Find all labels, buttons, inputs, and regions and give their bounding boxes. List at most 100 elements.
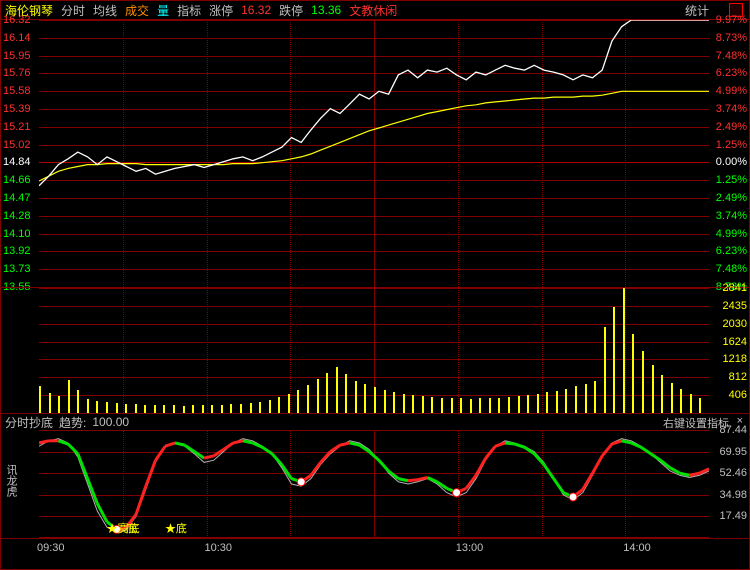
- volume-bar: [345, 374, 347, 413]
- indicator-panel: 分时抄底趋势:100.00右键设置指标×87.4469.9552.4634.98…: [1, 413, 749, 554]
- volume-bar: [412, 395, 414, 413]
- label-fenshi: 分时: [61, 2, 85, 19]
- volume-bar: [355, 381, 357, 413]
- price-line: [39, 20, 709, 186]
- price-y-left: 14.66: [3, 174, 31, 186]
- volume-bar: [699, 398, 701, 413]
- volume-bar: [594, 381, 596, 413]
- volume-bar: [403, 394, 405, 413]
- volume-bar: [556, 391, 558, 413]
- vol-y-right: 1218: [723, 353, 747, 365]
- price-y-left: 15.95: [3, 50, 31, 62]
- price-y-left: 15.21: [3, 121, 31, 133]
- indicator-title: 分时抄底: [5, 414, 53, 431]
- price-y-left: 13.73: [3, 263, 31, 275]
- x-axis: 09:3010:3013:0014:00: [1, 538, 749, 555]
- volume-bar: [317, 379, 319, 413]
- volume-bar: [441, 398, 443, 413]
- price-y-left: 15.76: [3, 67, 31, 79]
- volume-bar: [565, 389, 567, 413]
- volume-bar: [460, 398, 462, 413]
- volume-bar: [326, 373, 328, 413]
- volume-bar: [221, 405, 223, 413]
- ind-y-right: 52.46: [719, 467, 747, 479]
- sector-label: 文教休闲: [349, 2, 397, 19]
- volume-bar: [632, 334, 634, 413]
- volume-bar: [527, 395, 529, 413]
- stats-label[interactable]: 统计: [685, 2, 709, 19]
- price-y-right: 7.48%: [716, 263, 747, 275]
- vol-y-right: 1624: [723, 336, 747, 348]
- volume-bar: [671, 383, 673, 413]
- volume-bar: [39, 386, 41, 413]
- indicator-body: 87.4469.9552.4634.9817.49讯龙虎★寞底底★底: [1, 430, 749, 538]
- volume-bar: [393, 392, 395, 413]
- volume-bar: [652, 365, 654, 413]
- volume-bar: [661, 375, 663, 413]
- volume-bar: [240, 404, 242, 413]
- volume-bar: [537, 394, 539, 413]
- volume-bar: [163, 405, 165, 413]
- volume-bar: [183, 406, 185, 413]
- x-tick-label: 09:30: [37, 542, 65, 554]
- volume-bar: [364, 384, 366, 413]
- price-y-right: 2.49%: [716, 192, 747, 204]
- price-y-left: 14.47: [3, 192, 31, 204]
- volume-bar: [297, 390, 299, 413]
- volume-bar: [49, 393, 51, 413]
- price-panel: 16.329.97%16.148.73%15.957.48%15.766.23%…: [1, 19, 749, 287]
- price-y-left: 16.14: [3, 32, 31, 44]
- volume-bar: [518, 396, 520, 413]
- volume-bar: [68, 380, 70, 413]
- volume-bar: [269, 400, 271, 413]
- x-tick-label: 13:00: [456, 542, 484, 554]
- volume-bar: [106, 402, 108, 413]
- vol-y-right: 2030: [723, 318, 747, 330]
- ind-y-right: 87.44: [719, 424, 747, 436]
- label-dieting: 跌停: [279, 2, 303, 19]
- volume-bar: [116, 403, 118, 413]
- price-y-right: 6.23%: [716, 245, 747, 257]
- volume-bar: [422, 396, 424, 413]
- price-y-right: 1.25%: [716, 174, 747, 186]
- price-y-right: 4.99%: [716, 228, 747, 240]
- volume-bar: [211, 405, 213, 413]
- volume-bar: [384, 390, 386, 413]
- volume-bar: [87, 399, 89, 413]
- indicator-gray-line: [39, 439, 709, 533]
- label-liang: 量: [157, 2, 169, 19]
- volume-bar: [508, 397, 510, 413]
- star-marker: 底: [126, 520, 137, 536]
- indicator-header: 分时抄底趋势:100.00右键设置指标×: [1, 414, 749, 430]
- volume-bar: [489, 398, 491, 413]
- volume-bar: [259, 402, 261, 413]
- price-y-left: 15.58: [3, 85, 31, 97]
- label-junxian: 均线: [93, 2, 117, 19]
- volume-bar: [250, 403, 252, 413]
- label-zhibiao: 指标: [177, 2, 201, 19]
- price-y-right: 1.25%: [716, 139, 747, 151]
- volume-bar: [546, 392, 548, 413]
- vol-y-right: 2841: [723, 282, 747, 294]
- volume-bar: [374, 387, 376, 413]
- volume-bar: [125, 404, 127, 413]
- price-y-left: 14.84: [3, 156, 31, 168]
- vol-y-right: 406: [729, 389, 747, 401]
- price-y-left: 15.39: [3, 103, 31, 115]
- avg-line: [39, 91, 709, 181]
- price-y-right: 8.73%: [716, 32, 747, 44]
- price-y-right: 4.99%: [716, 85, 747, 97]
- ind-y-right: 34.98: [719, 489, 747, 501]
- price-y-left: 13.92: [3, 245, 31, 257]
- price-y-right: 3.74%: [716, 210, 747, 222]
- volume-panel: 28412435203016241218812406: [1, 287, 749, 413]
- trend-label: 趋势:: [59, 414, 86, 431]
- volume-bar: [58, 396, 60, 413]
- price-y-left: 14.10: [3, 228, 31, 240]
- zhangting-value: 16.32: [241, 3, 271, 17]
- dieting-value: 13.36: [311, 3, 341, 17]
- volume-bar: [690, 394, 692, 413]
- price-y-right: 2.49%: [716, 121, 747, 133]
- volume-bar: [202, 405, 204, 413]
- star-marker: ★底: [165, 520, 187, 536]
